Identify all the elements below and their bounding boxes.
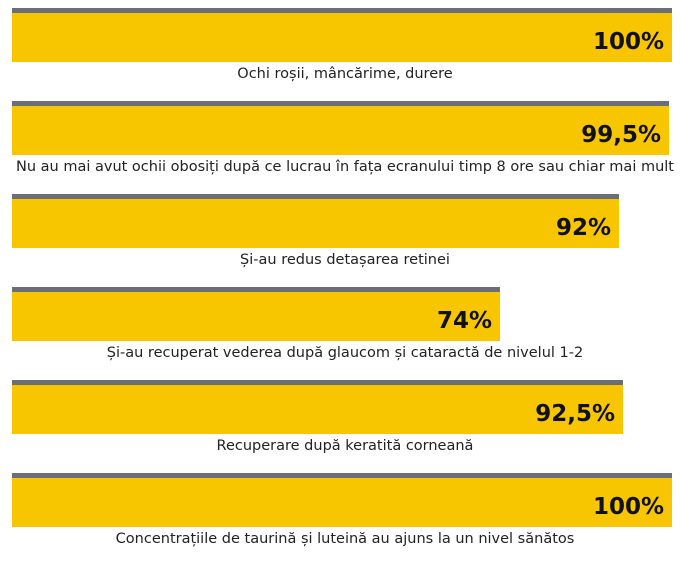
bar-row: 74% Și-au recuperat vederea după glaucom … [0,279,700,372]
bar-category-label: Concentrațiile de taurină și luteină au … [115,531,575,547]
bar-fill: 92,5% [12,385,623,434]
bar: 100% [12,8,672,62]
bar-row: 99,5% Nu au mai avut ochii obosiți după c… [0,93,700,186]
bar-fill: 99,5% [12,106,669,155]
bar-value-label: 99,5% [581,122,661,148]
bar-value-label: 100% [592,29,664,55]
bar-row: 92,5% Recuperare după keratită corneană [0,372,700,465]
bar-top-stripe [12,380,623,385]
bar: 92% [12,194,619,248]
bar-category-label: Și-au redus detașarea retinei [240,252,450,268]
bar-category-label: Recuperare după keratită corneană [216,438,474,454]
bar-top-stripe [12,287,500,292]
bar: 74% [12,287,500,341]
bar-top-stripe [12,194,619,199]
bar-value-label: 92,5% [535,401,615,427]
bar: 99,5% [12,101,669,155]
bar-top-stripe [12,8,672,13]
bar-fill: 100% [12,13,672,62]
bar-row: 100% Ochi roșii, mâncărime, durere [0,0,700,93]
bar-row: 92% Și-au redus detașarea retinei [0,186,700,279]
bar-value-label: 74% [436,308,492,334]
bar-top-stripe [12,101,669,106]
bar-value-label: 92% [555,215,611,241]
bar-row: 100% Concentrațiile de taurină și luteină… [0,465,700,558]
bar-fill: 92% [12,199,619,248]
bar-category-label: Ochi roșii, mâncărime, durere [237,66,453,82]
bar-top-stripe [12,473,672,478]
bar-fill: 100% [12,478,672,527]
bar-value-label: 100% [592,494,664,520]
bar-category-label: Și-au recuperat vederea după glaucom și … [106,345,584,361]
bar-fill: 74% [12,292,500,341]
bar: 92,5% [12,380,623,434]
bar-category-label: Nu au mai avut ochii obosiți după ce luc… [16,159,674,175]
bar: 100% [12,473,672,527]
